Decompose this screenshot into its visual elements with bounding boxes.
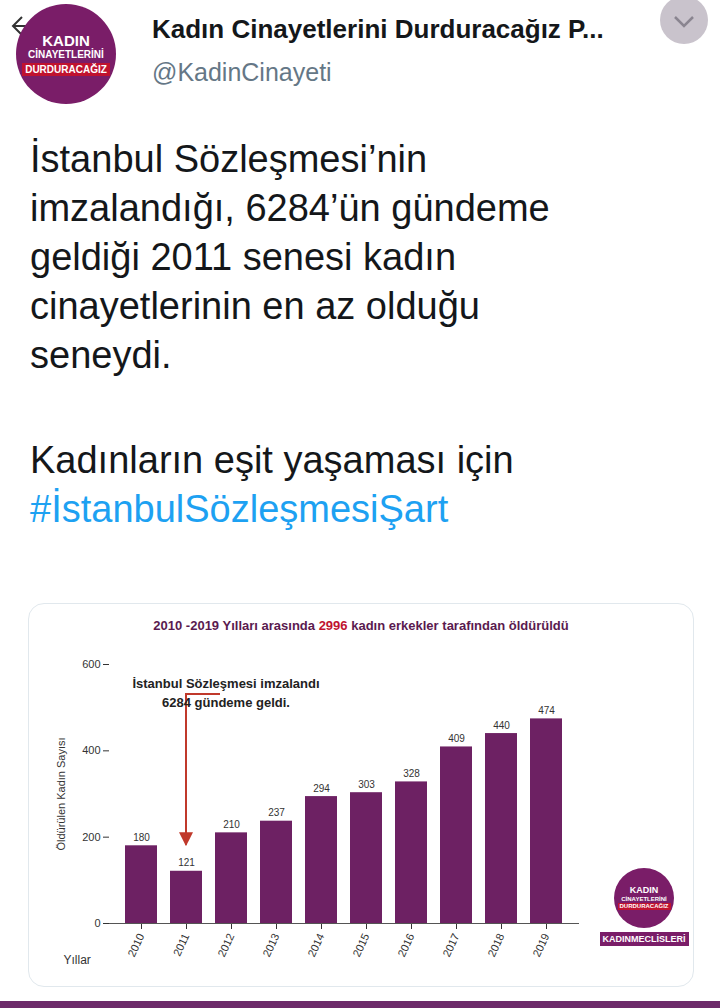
svg-text:409: 409 — [448, 733, 465, 744]
html-text:seneydi.: seneydi. — [30, 334, 172, 376]
html-text:imzalandığı, 6284’ün gündeme: imzalandığı, 6284’ün gündeme — [30, 187, 550, 229]
html-text:Kadınların eşit yaşaması için: Kadınların eşit yaşaması için — [30, 439, 514, 481]
svg-text:200: 200 — [82, 831, 100, 843]
svg-text:Öldürülen Kadın Sayısı: Öldürülen Kadın Sayısı — [55, 737, 67, 850]
html-text:#İstanbulSözleşmesiŞart: #İstanbulSözleşmesiŞart — [30, 488, 449, 530]
svg-text:2011: 2011 — [171, 931, 192, 958]
svg-text:2010: 2010 — [125, 931, 146, 958]
svg-text:2014: 2014 — [305, 931, 326, 958]
svg-text:237: 237 — [268, 807, 285, 818]
svg-text:2018: 2018 — [485, 931, 506, 958]
svg-text:0: 0 — [94, 917, 100, 929]
html-text:CİNAYETLERİNİ: CİNAYETLERİNİ — [28, 49, 104, 61]
svg-text:303: 303 — [358, 779, 375, 790]
html-text:cinayetlerinin en az olduğu: cinayetlerinin en az olduğu — [30, 285, 480, 327]
html-text:Kadın Cinayetlerini Durduracağ: Kadın Cinayetlerini Durduracağız P... — [152, 14, 604, 44]
svg-text:2017: 2017 — [440, 931, 461, 958]
html-text:İstanbul Sözleşmesi’nin: İstanbul Sözleşmesi’nin — [30, 138, 428, 180]
svg-text:121: 121 — [178, 857, 195, 868]
svg-text:2012: 2012 — [215, 931, 236, 958]
html-text:KADIN: KADIN — [629, 885, 659, 895]
html-text:geldiği 2011 senesi kadın: geldiği 2011 senesi kadın — [30, 236, 457, 278]
svg-text:2013: 2013 — [260, 931, 281, 958]
svg-text:474: 474 — [538, 705, 555, 716]
html-text:KADIN: KADIN — [42, 31, 90, 49]
html-text:DURDURACAĞIZ: DURDURACAĞIZ — [619, 903, 669, 910]
html-text:2010 -2019 Yılları arasında 29: 2010 -2019 Yılları arasında 2996 kadın e… — [153, 618, 569, 633]
svg-text:180: 180 — [133, 832, 150, 843]
svg-text:440: 440 — [493, 720, 510, 731]
svg-text:400: 400 — [82, 744, 100, 756]
svg-text:2015: 2015 — [350, 931, 371, 958]
svg-text:328: 328 — [403, 768, 420, 779]
svg-text:210: 210 — [223, 819, 240, 830]
html-text:CİNAYETLERİNİ: CİNAYETLERİNİ — [621, 895, 667, 902]
html-text:@KadinCinayeti: @KadinCinayeti — [152, 58, 332, 86]
svg-text:2016: 2016 — [395, 931, 416, 958]
svg-text:İstanbul Sözleşmesi imzalandı6: İstanbul Sözleşmesi imzalandı6284 gündem… — [132, 676, 319, 710]
svg-text:Yıllar: Yıllar — [64, 953, 91, 967]
html-text:KADINMECLİSLERİ: KADINMECLİSLERİ — [602, 934, 686, 944]
html-text:DURDURACAĞIZ: DURDURACAĞIZ — [25, 63, 107, 75]
svg-text:2019: 2019 — [530, 931, 551, 958]
svg-text:600: 600 — [82, 658, 100, 670]
svg-text:294: 294 — [313, 783, 330, 794]
